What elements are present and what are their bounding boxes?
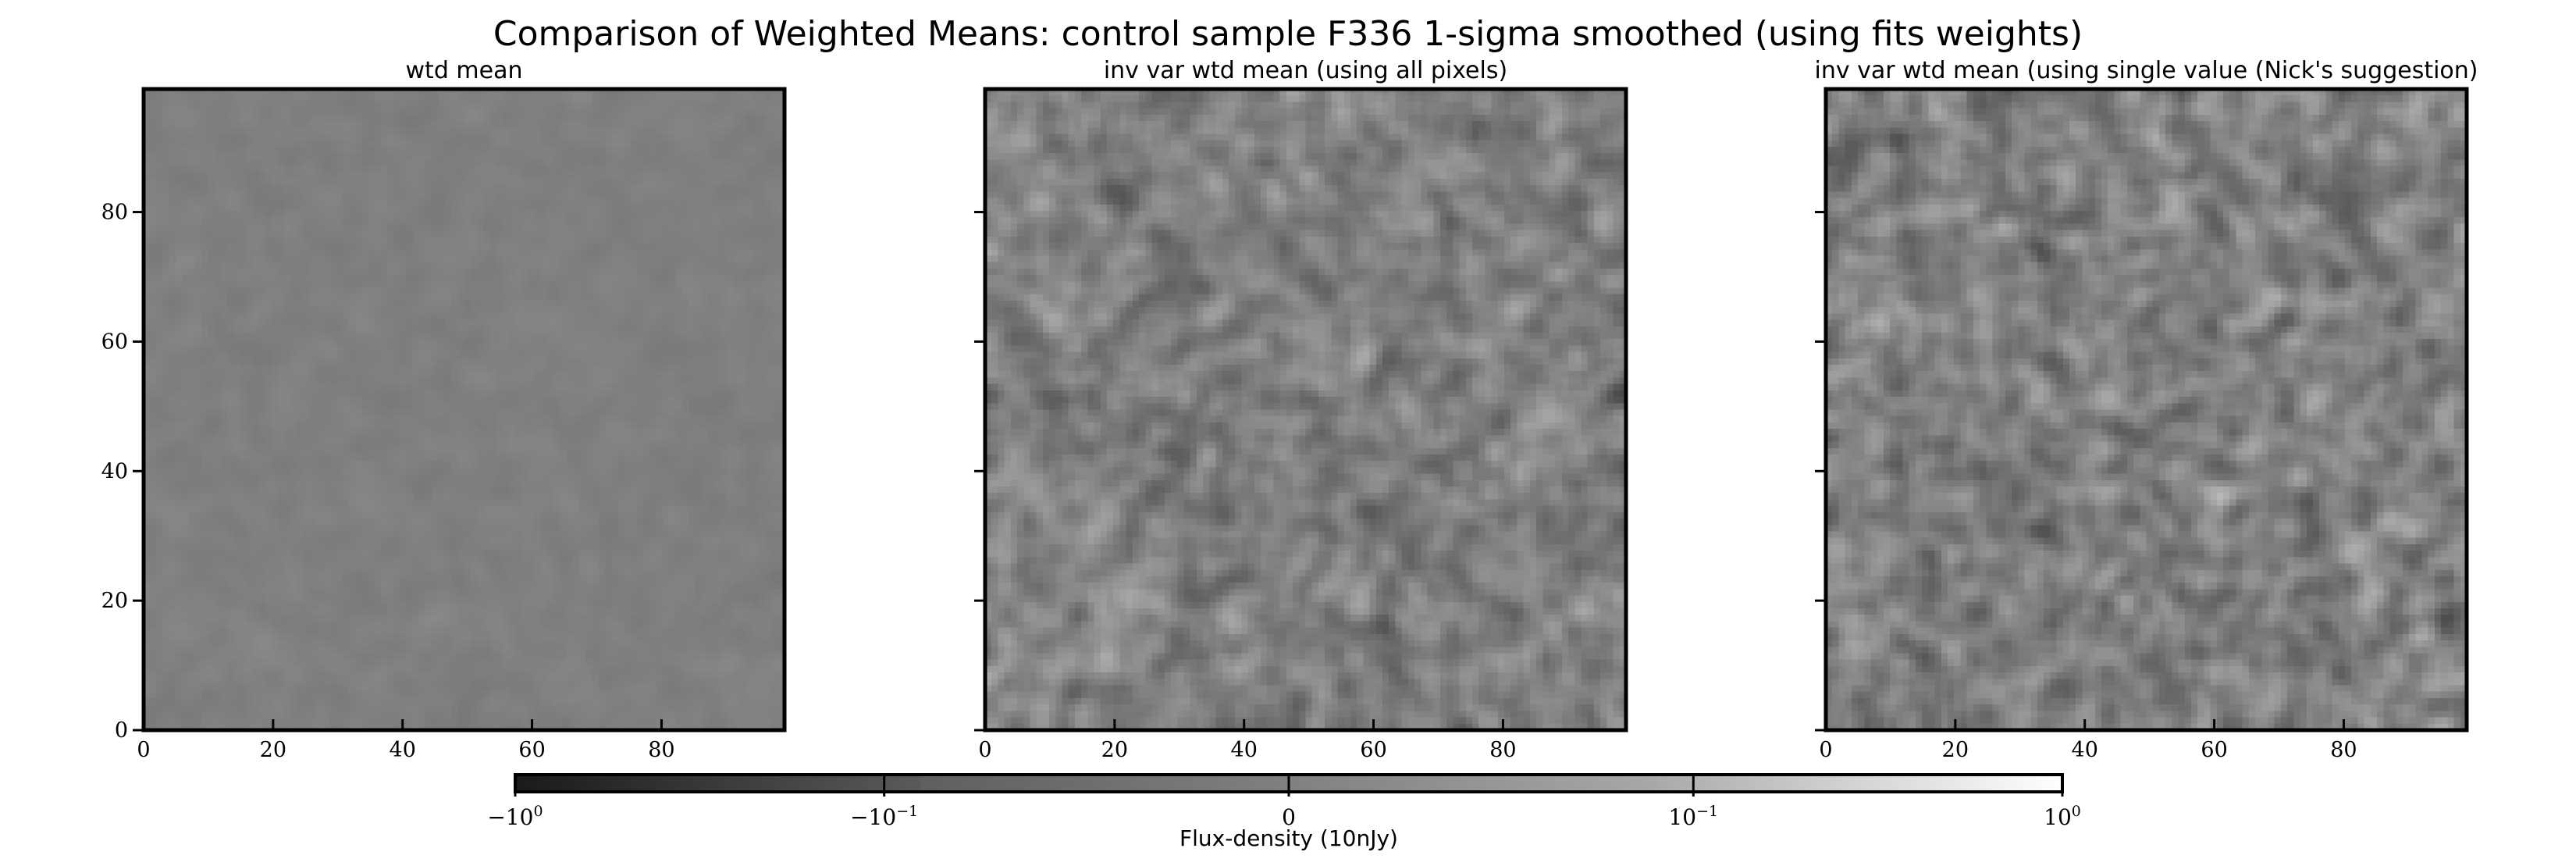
- y-tick-label: 60: [101, 330, 128, 354]
- colorbar-segment: [1289, 775, 1658, 792]
- panel-2: inv var wtd mean (using all pixels) 0 20 40…: [974, 57, 1628, 762]
- y-tick-label: 0: [115, 718, 128, 743]
- x-tick-label: 20: [1942, 738, 1969, 762]
- x-tick-label: 0: [137, 738, 150, 762]
- x-tick-label: 20: [1101, 738, 1128, 762]
- x-tick-label: 60: [2201, 738, 2227, 762]
- colorbar: −100 −10−1 0 10−1 100 Flux-density (10nJy): [487, 773, 2081, 851]
- colorbar-ticks: −100 −10−1 0 10−1 100: [487, 775, 2081, 830]
- x-tick-label: 0: [978, 738, 991, 762]
- panel-1: wtd mean 0 20 40 60 80 0 20 40 60 80: [101, 57, 787, 762]
- colorbar-tick-label: −100: [487, 803, 543, 830]
- panel-title: inv var wtd mean (using single value (Ni…: [1815, 57, 2478, 84]
- x-tick-label: 40: [1231, 738, 1258, 762]
- y-tick-label: 40: [101, 459, 128, 483]
- heatmap-image: [985, 89, 1626, 730]
- x-tick-label: 0: [1819, 738, 1832, 762]
- heatmap-image: [144, 89, 785, 730]
- colorbar-segment: [920, 775, 1290, 792]
- heatmap-image: [1826, 89, 2467, 730]
- panel-frame: [141, 87, 787, 732]
- x-tick-label: 80: [2330, 738, 2357, 762]
- colorbar-segment: [515, 775, 922, 792]
- colorbar-tick-label: 0: [1282, 804, 1296, 830]
- colorbar-label: Flux-density (10nJy): [1179, 825, 1398, 851]
- x-tick-label: 40: [2072, 738, 2098, 762]
- figure-suptitle: Comparison of Weighted Means: control sa…: [493, 14, 2083, 54]
- colorbar-tick-label: 10−1: [1668, 803, 1718, 830]
- x-tick-label: 60: [1360, 738, 1386, 762]
- y-tick-label: 80: [101, 201, 128, 225]
- colorbar-gradient: [515, 775, 2063, 792]
- x-tick-label: 60: [518, 738, 545, 762]
- panel-title: wtd mean: [406, 57, 523, 84]
- colorbar-segment: [1656, 775, 2063, 792]
- x-tick-label: 40: [390, 738, 416, 762]
- x-tick-label: 80: [1489, 738, 1516, 762]
- panel-frame: [1823, 87, 2469, 732]
- panel-frame: [983, 87, 1628, 732]
- colorbar-tick-label: −10−1: [850, 803, 918, 830]
- x-tick-label: 80: [648, 738, 674, 762]
- x-tick-label: 20: [260, 738, 286, 762]
- colorbar-tick-label: 100: [2044, 803, 2081, 830]
- panel-3: inv var wtd mean (using single value (Ni…: [1815, 57, 2478, 762]
- panel-title: inv var wtd mean (using all pixels): [1104, 57, 1507, 84]
- y-tick-label: 20: [101, 589, 128, 613]
